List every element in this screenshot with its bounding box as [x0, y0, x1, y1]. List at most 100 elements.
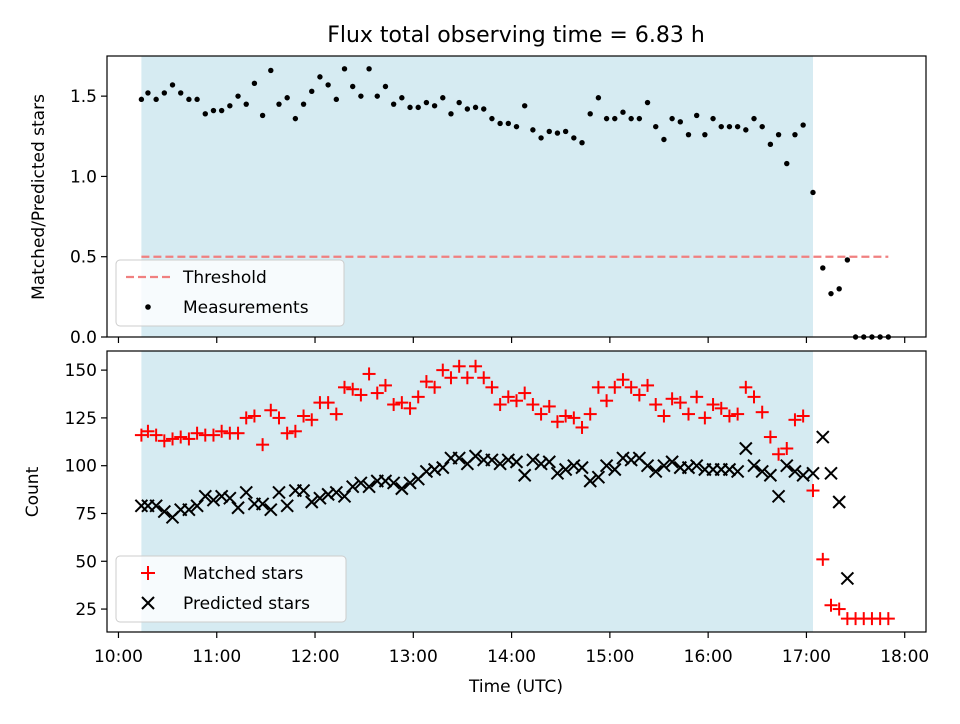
- measurement-point: [440, 95, 446, 101]
- measurement-point: [718, 123, 724, 130]
- measurement-point: [481, 106, 487, 112]
- measurement-point: [800, 122, 806, 128]
- predicted-star-point: [608, 462, 622, 477]
- predicted-star-point: [824, 466, 838, 481]
- predicted-star-point: [206, 493, 221, 507]
- measurement-point: [472, 104, 479, 111]
- bottom-y-tick-label: 50: [75, 552, 97, 572]
- measurement-point: [423, 99, 430, 106]
- predicted-star-point: [427, 462, 442, 477]
- top-y-tick-label: 1.5: [70, 87, 97, 107]
- x-tick-label: 11:00: [192, 647, 241, 667]
- matched-star-point: [641, 378, 655, 392]
- measurement-point: [145, 90, 151, 96]
- matched-star-point: [428, 380, 442, 394]
- matched-star-point: [157, 434, 171, 448]
- measurement-point: [153, 96, 159, 103]
- matched-star-point: [780, 441, 794, 455]
- predicted-star-point: [763, 468, 778, 482]
- top-legend: Threshold Measurements: [115, 259, 345, 327]
- top-axes-frame: [106, 55, 927, 338]
- bottom-legend: Matched stars Predicted stars: [115, 555, 347, 623]
- bottom-panel: 25 50 75 100 125 150 10:00 11:00 12:00 13:00 14:0…: [23, 350, 929, 697]
- measurement-point: [431, 103, 438, 109]
- measurement-point: [759, 123, 765, 130]
- matched-star-point: [280, 426, 294, 440]
- measurement-point: [218, 107, 225, 114]
- matched-star-point: [616, 373, 630, 387]
- matched-star-point: [806, 484, 820, 498]
- matched-star-point: [305, 413, 319, 427]
- predicted-star-point: [780, 458, 794, 473]
- matched-star-point: [681, 407, 695, 421]
- matched-star-point: [329, 407, 343, 421]
- predicted-star-point: [255, 497, 270, 511]
- matched-star-point: [346, 382, 360, 396]
- matched-star-point: [722, 409, 736, 423]
- bottom-y-tick-label: 150: [65, 361, 97, 381]
- predicted-star-point: [681, 460, 696, 475]
- measurement-point: [702, 131, 708, 138]
- measurement-point: [292, 115, 299, 122]
- x-tick-label: 12:00: [291, 647, 340, 667]
- predicted-star-point: [501, 453, 516, 467]
- bottom-plot-area: [134, 351, 895, 632]
- measurement-point: [374, 93, 380, 99]
- measurement-point: [497, 120, 503, 127]
- measurement-point: [603, 115, 610, 122]
- predicted-star-point: [149, 499, 163, 513]
- predicted-star-point: [403, 476, 417, 490]
- predicted-star-point: [747, 458, 761, 473]
- predicted-star-point: [272, 485, 286, 500]
- matched-star-point: [444, 371, 458, 385]
- matched-star-point: [755, 405, 769, 419]
- x-tick-label: 18:00: [880, 647, 929, 667]
- predicted-star-point: [509, 455, 524, 469]
- measurement-point: [538, 135, 544, 141]
- measurement-point: [620, 109, 626, 115]
- matched-star-point: [387, 398, 401, 412]
- predicted-star-point: [395, 481, 409, 496]
- matched-star-point: [796, 409, 810, 423]
- matched-star-point: [542, 399, 556, 413]
- measurement-point: [612, 115, 618, 122]
- measurement-point: [366, 66, 372, 72]
- x-tick-label: 13:00: [389, 647, 438, 667]
- matched-star-point: [395, 396, 409, 410]
- matched-star-point: [485, 380, 499, 394]
- matched-star-point: [567, 411, 581, 425]
- predicted-star-point: [816, 430, 830, 444]
- x-tick-label: 15:00: [585, 647, 634, 667]
- top-y-tick-label: 0.0: [70, 328, 97, 348]
- measurement-point: [251, 80, 258, 86]
- predicted-star-point: [840, 571, 855, 586]
- matched-star-point: [297, 409, 311, 423]
- matched-star-point: [182, 432, 196, 446]
- bottom-axes-frame: [106, 350, 927, 633]
- predicted-star-point: [558, 462, 573, 477]
- matched-star-point: [632, 388, 646, 402]
- measurement-point: [138, 96, 145, 103]
- measurement-point: [669, 115, 675, 122]
- matched-star-point: [763, 430, 777, 444]
- measurement-point: [628, 115, 634, 122]
- measurement-point: [636, 115, 643, 122]
- matched-star-point: [174, 430, 188, 444]
- matched-star-point: [624, 380, 638, 394]
- matched-star-point: [272, 411, 286, 425]
- measurement-point: [300, 101, 307, 107]
- predicted-star-point: [730, 464, 745, 479]
- predicted-star-point: [599, 458, 614, 473]
- matched-star-point: [141, 424, 155, 438]
- measurement-point: [836, 286, 842, 292]
- matched-star-point: [816, 552, 830, 566]
- predicted-star-point: [485, 453, 499, 467]
- matched-star-point: [215, 424, 229, 438]
- matched-star-point: [881, 612, 895, 626]
- predicted-star-point: [354, 476, 368, 490]
- predicted-star-point: [755, 464, 769, 479]
- measurement-point: [178, 90, 184, 96]
- measurement-point: [210, 107, 217, 114]
- matched-star-point: [714, 401, 728, 415]
